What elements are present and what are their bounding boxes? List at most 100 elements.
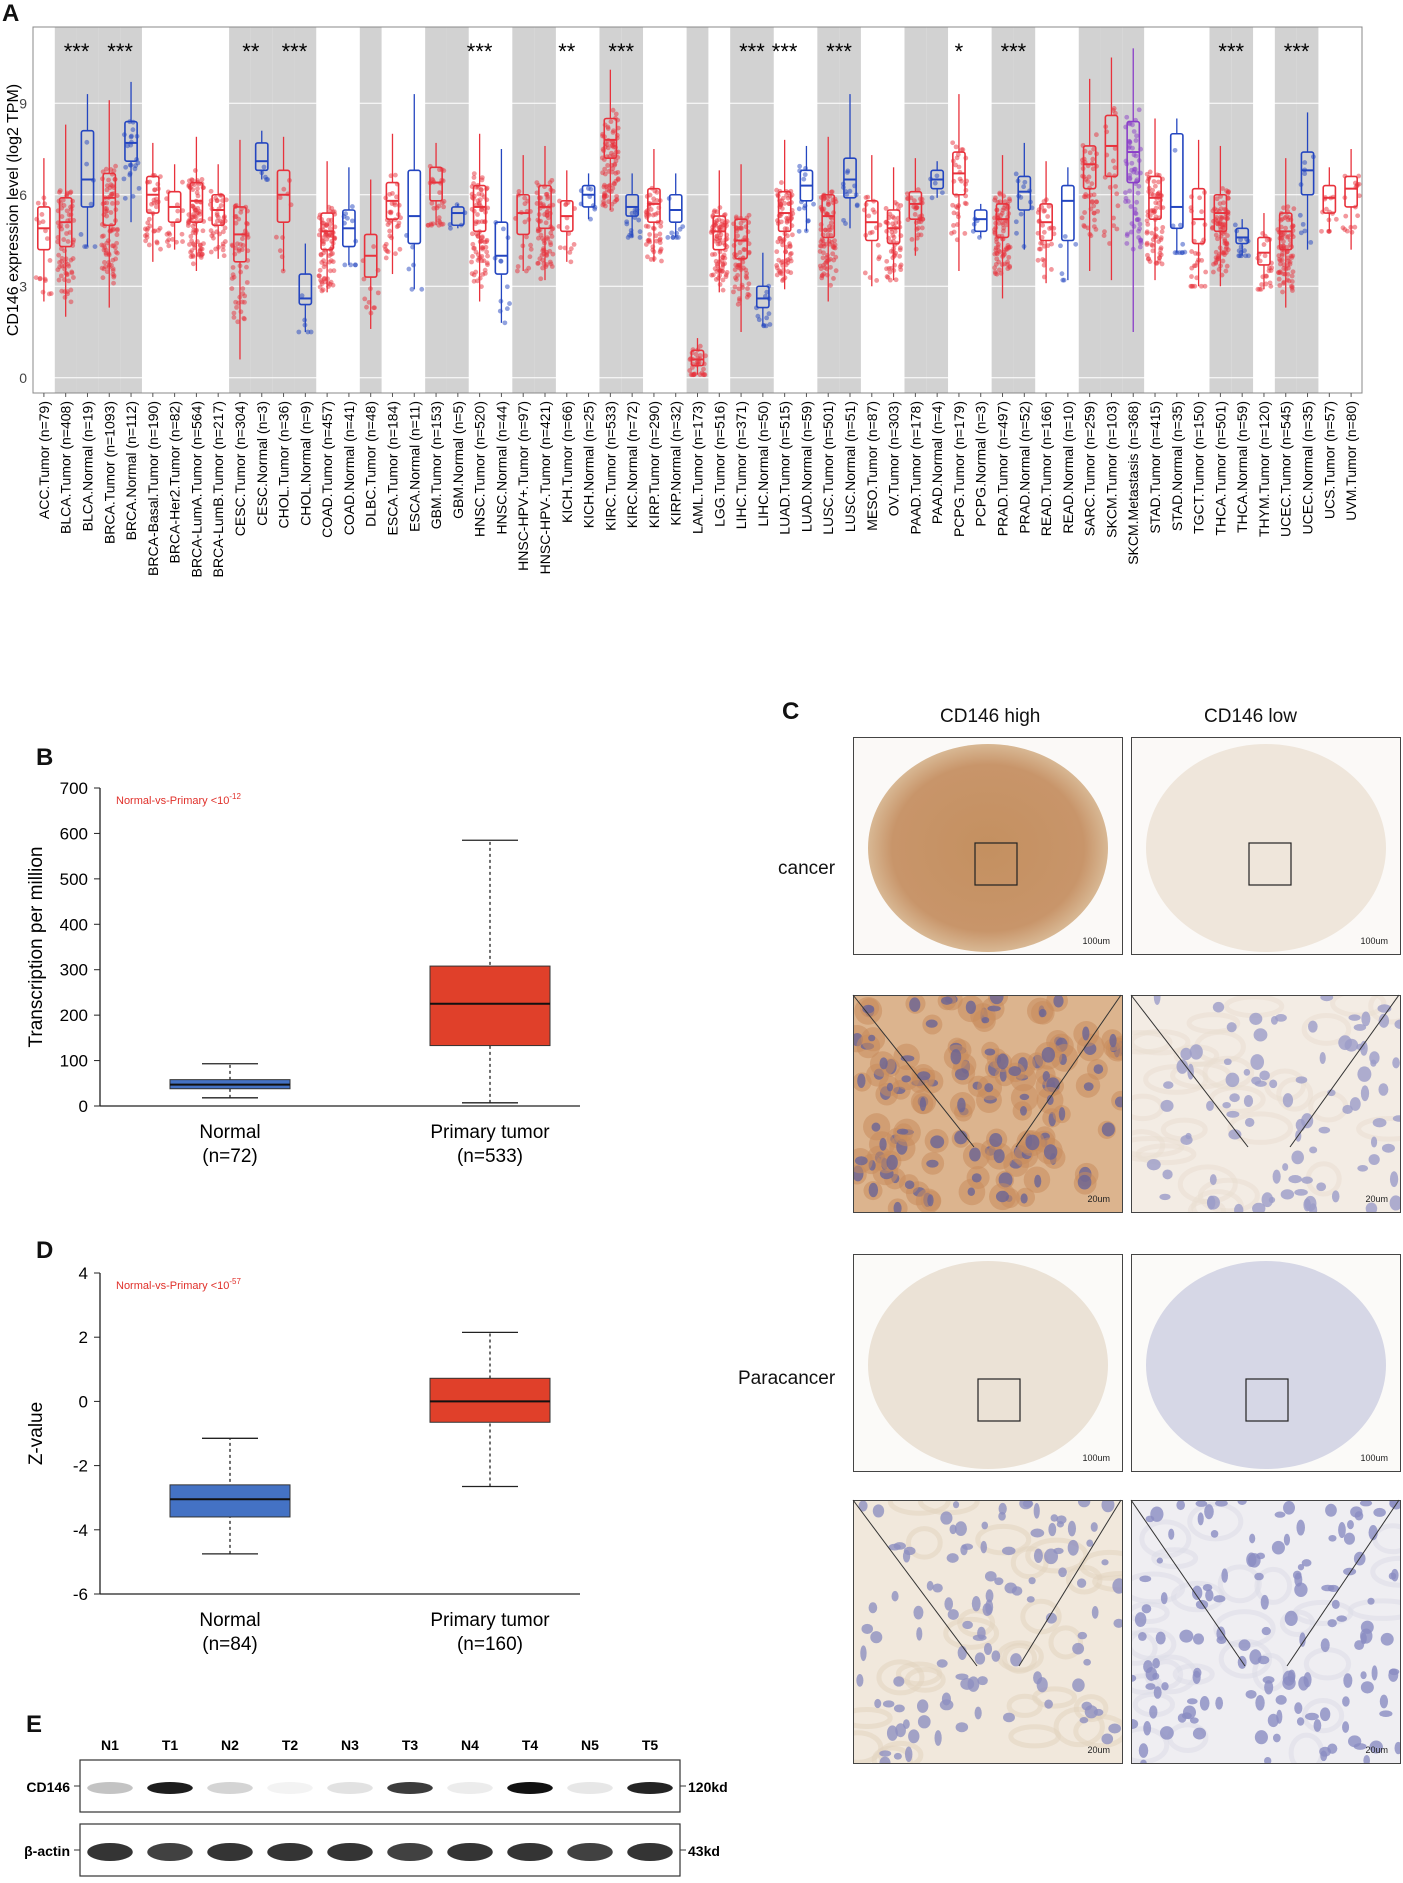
data-point — [869, 229, 875, 235]
ihc-paracancer-high-overview: 100um — [853, 1254, 1123, 1472]
data-point — [1217, 201, 1223, 207]
data-point — [545, 194, 551, 199]
cell-nucleus — [1299, 1632, 1306, 1647]
data-point — [1058, 243, 1063, 249]
data-point — [647, 239, 653, 245]
box-7 — [185, 136, 207, 271]
cell-nucleus — [893, 1201, 902, 1212]
data-point — [104, 183, 110, 189]
cell-nucleus — [1365, 1202, 1378, 1212]
panel-label-e: E — [26, 1711, 43, 1738]
cell-nucleus — [1248, 1553, 1261, 1568]
cell-nucleus — [888, 1543, 901, 1551]
data-point — [891, 234, 897, 240]
data-point — [233, 299, 239, 305]
data-point — [1352, 224, 1358, 230]
data-point — [739, 282, 745, 288]
data-point — [884, 258, 890, 264]
cell-nucleus — [1270, 1016, 1278, 1025]
data-point — [1112, 165, 1118, 171]
data-point — [950, 140, 956, 146]
data-point — [992, 195, 998, 201]
data-point — [610, 152, 616, 158]
cell-nucleus — [916, 1627, 923, 1641]
x-tick-label: THYM.Tumor (n=120) — [1256, 401, 1272, 537]
data-point — [1089, 181, 1095, 187]
cell-nucleus — [1043, 1144, 1058, 1160]
cell-nucleus — [1269, 1079, 1278, 1089]
x-tick-label: DLBC.Tumor (n=48) — [363, 401, 379, 527]
scale-bar-label: 100um — [1082, 1453, 1110, 1463]
y-tick-label: -4 — [73, 1521, 88, 1540]
cell-nucleus — [862, 1004, 875, 1014]
data-point — [1127, 175, 1133, 181]
data-point — [636, 217, 642, 223]
data-point — [144, 234, 150, 240]
box-27 — [624, 173, 643, 240]
data-point — [104, 200, 110, 206]
cell-nucleus — [953, 1501, 960, 1509]
data-point — [1049, 241, 1054, 247]
data-point — [198, 242, 203, 248]
data-point — [1110, 158, 1116, 164]
data-point — [1189, 274, 1194, 279]
data-point — [507, 301, 512, 306]
data-point — [997, 267, 1002, 273]
box-11 — [273, 136, 294, 274]
cell-nucleus — [1360, 1671, 1367, 1680]
box-39 — [883, 167, 904, 283]
significance-marker: *** — [467, 39, 493, 64]
cell-nucleus — [1354, 1511, 1364, 1521]
cell-nucleus — [1160, 1592, 1168, 1605]
data-point — [1340, 225, 1346, 231]
cell-nucleus — [930, 1135, 945, 1149]
cell-nucleus — [987, 1005, 1001, 1012]
data-point — [877, 222, 883, 228]
box-51 — [1144, 118, 1166, 281]
box-iqr — [169, 1484, 291, 1518]
data-point — [154, 200, 160, 206]
data-point — [1355, 213, 1361, 219]
data-point — [100, 275, 106, 281]
y-axis-label: Z-value — [26, 1402, 47, 1465]
cell-nucleus — [1304, 1712, 1319, 1721]
data-point — [820, 255, 826, 261]
data-point — [954, 155, 960, 161]
data-point — [242, 299, 247, 305]
data-point — [154, 240, 160, 246]
data-point — [1343, 213, 1349, 219]
data-point — [1276, 276, 1282, 282]
cell-nucleus — [1161, 1682, 1169, 1691]
data-point — [1087, 150, 1093, 156]
data-point — [950, 202, 956, 208]
data-point — [528, 246, 534, 252]
x-tick-label: CHOL.Tumor (n=36) — [276, 401, 292, 528]
cell-nucleus — [971, 1595, 981, 1612]
data-point — [393, 251, 398, 257]
data-point — [389, 235, 394, 241]
cell-nucleus — [1067, 1539, 1079, 1556]
data-point — [1082, 210, 1088, 215]
blot-band — [387, 1782, 433, 1794]
cell-nucleus — [1209, 1174, 1217, 1186]
significance-shade — [272, 27, 295, 393]
cell-nucleus — [1197, 1512, 1204, 1526]
data-point — [1269, 265, 1275, 271]
data-point — [544, 212, 550, 218]
data-point — [1128, 204, 1134, 209]
data-point — [125, 143, 130, 149]
cell-nucleus — [868, 1182, 879, 1198]
cell-nucleus — [1072, 1678, 1085, 1693]
data-point — [547, 259, 553, 265]
ihc-paracancer-low-zoom: 20um — [1131, 1500, 1401, 1764]
x-tick-label: BLCA.Tumor (n=408) — [58, 401, 74, 534]
data-point — [854, 202, 860, 208]
scale-bar-label: 20um — [1365, 1745, 1388, 1755]
cell-nucleus — [1371, 1665, 1378, 1681]
data-point — [1297, 212, 1303, 218]
data-point — [766, 311, 772, 317]
data-point — [62, 289, 68, 294]
data-point — [84, 161, 90, 167]
data-point — [1160, 224, 1166, 230]
x-tick-label: LUSC.Tumor (n=501) — [820, 401, 836, 535]
